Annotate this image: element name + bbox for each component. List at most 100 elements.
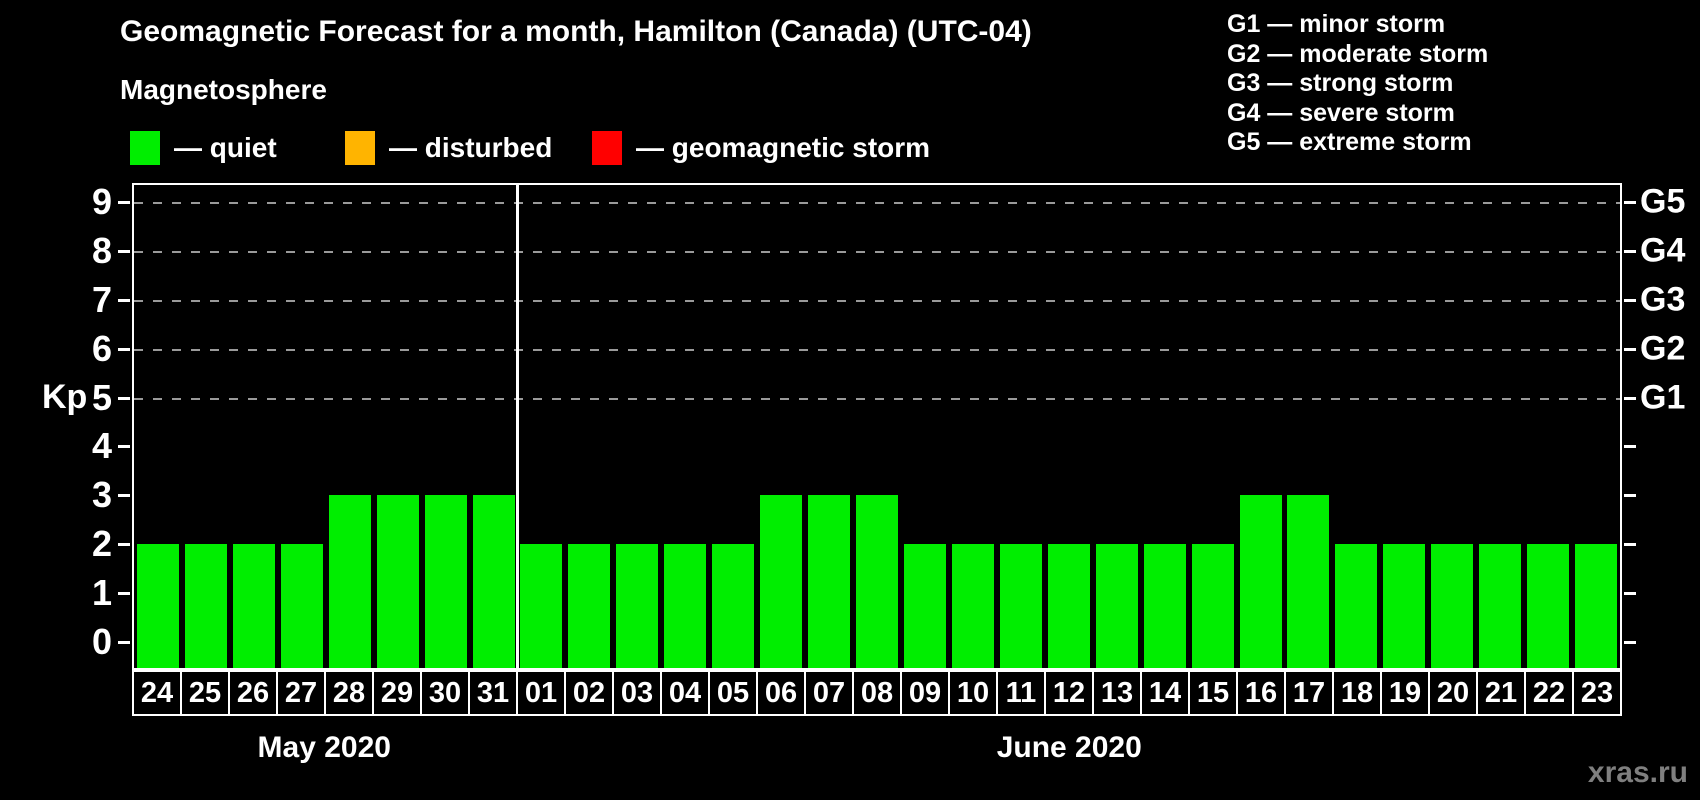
watermark: xras.ru [1587, 756, 1688, 789]
g-scale-line-g4: G4 — severe storm [1227, 98, 1455, 127]
day-label-06: 06 [756, 670, 806, 716]
bar-slot-19 [1380, 185, 1428, 668]
kp-bar-28 [328, 495, 371, 668]
y-tick-label-1: 1 [91, 572, 112, 614]
chart-subtitle: Magnetosphere [120, 74, 327, 105]
kp-bar-13 [1095, 544, 1138, 668]
bar-slot-20 [1428, 185, 1476, 668]
day-label-02: 02 [564, 670, 614, 716]
legend-item-disturbed: — disturbed [345, 131, 552, 165]
g-scale-legend: G1 — minor storm G2 — moderate storm G3 — … [1227, 10, 1488, 158]
bar-slot-24 [134, 185, 182, 668]
bar-slot-28 [326, 185, 374, 668]
day-label-13: 13 [1092, 670, 1142, 716]
day-label-23: 23 [1572, 670, 1622, 716]
y-tick-label-6: 6 [91, 327, 112, 369]
day-label-19: 19 [1380, 670, 1430, 716]
day-label-26: 26 [228, 670, 278, 716]
day-label-15: 15 [1188, 670, 1238, 716]
bar-slot-25 [182, 185, 230, 668]
day-label-16: 16 [1236, 670, 1286, 716]
quiet-swatch-icon [130, 131, 160, 165]
bar-slot-07 [805, 185, 853, 668]
gridline-kp7 [134, 299, 1620, 302]
kp-bar-08 [856, 495, 899, 668]
right-axis-label-g4: G4 [1640, 231, 1686, 270]
day-label-05: 05 [708, 670, 758, 716]
kp-bar-03 [616, 544, 659, 668]
g-scale-line-g1: G1 — minor storm [1227, 10, 1446, 38]
bar-slot-30 [422, 185, 470, 668]
bar-slot-03 [613, 185, 661, 668]
y-tick-label-5: 5 [91, 376, 112, 418]
geomagnetic-storm-swatch-icon [592, 131, 622, 165]
day-label-22: 22 [1524, 670, 1574, 716]
left-tick-kp5 [118, 396, 130, 400]
kp-bar-15 [1191, 544, 1234, 668]
kp-bar-07 [808, 495, 851, 668]
day-label-31: 31 [468, 670, 518, 716]
disturbed-swatch-icon [345, 131, 375, 165]
bar-slot-04 [661, 185, 709, 668]
day-label-04: 04 [660, 670, 710, 716]
day-label-08: 08 [852, 670, 902, 716]
bar-slot-01 [518, 185, 566, 668]
left-tick-kp7 [118, 298, 130, 302]
day-label-12: 12 [1044, 670, 1094, 716]
y-tick-label-0: 0 [91, 621, 112, 662]
kp-bar-30 [424, 495, 467, 668]
legend-item-quiet: — quiet [130, 131, 277, 165]
kp-bar-20 [1431, 544, 1474, 668]
legend-label-quiet: — quiet [174, 132, 277, 163]
kp-bar-16 [1239, 495, 1282, 668]
gridline-kp9 [134, 201, 1620, 204]
month-label-june: June 2020 [996, 731, 1142, 764]
bar-slot-06 [757, 185, 805, 668]
kp-bar-04 [664, 544, 707, 668]
kp-bar-14 [1143, 544, 1186, 668]
day-label-25: 25 [180, 670, 230, 716]
day-label-29: 29 [372, 670, 422, 716]
day-label-14: 14 [1140, 670, 1190, 716]
bar-slot-27 [278, 185, 326, 668]
gridline-kp6 [134, 348, 1620, 351]
right-tick-kp3 [1624, 494, 1636, 498]
kp-bar-24 [136, 544, 179, 668]
day-label-30: 30 [420, 670, 470, 716]
g-scale-line-g3: G3 — strong storm [1227, 69, 1454, 97]
right-tick-kp1 [1624, 592, 1636, 596]
page-title: Geomagnetic Forecast for a month, Hamilt… [120, 15, 1032, 48]
bar-slot-22 [1524, 185, 1572, 668]
kp-bar-18 [1335, 544, 1378, 668]
day-label-01: 01 [516, 670, 566, 716]
kp-bar-26 [232, 544, 275, 668]
y-tick-label-7: 7 [91, 278, 112, 320]
kp-bar-09 [903, 544, 946, 668]
month-label-row: May 2020 June 2020 [132, 731, 1622, 771]
g-scale-line-g5: G5 — extreme storm [1227, 128, 1472, 156]
y-tick-label-2: 2 [91, 523, 112, 565]
right-tick-kp0 [1624, 641, 1636, 644]
kp-bar-25 [184, 544, 227, 668]
right-tick-kp9 [1624, 200, 1636, 204]
right-tick-kp7 [1624, 298, 1636, 302]
day-label-18: 18 [1332, 670, 1382, 716]
day-label-10: 10 [948, 670, 998, 716]
gridline-kp5 [134, 397, 1620, 400]
y-tick-label-9: 9 [91, 180, 112, 222]
kp-bar-05 [712, 544, 755, 668]
left-tick-kp0 [118, 641, 130, 644]
kp-bar-22 [1527, 544, 1570, 668]
kp-bar-27 [280, 544, 323, 668]
kp-bar-17 [1287, 495, 1330, 668]
left-tick-kp6 [118, 347, 130, 351]
y-tick-label-4: 4 [91, 425, 112, 467]
left-tick-kp8 [118, 249, 130, 253]
left-tick-kp9 [118, 200, 130, 204]
day-label-20: 20 [1428, 670, 1478, 716]
day-label-21: 21 [1476, 670, 1526, 716]
kp-bar-12 [1047, 544, 1090, 668]
kp-bar-29 [376, 495, 419, 668]
bar-slot-14 [1141, 185, 1189, 668]
bar-slot-17 [1285, 185, 1333, 668]
